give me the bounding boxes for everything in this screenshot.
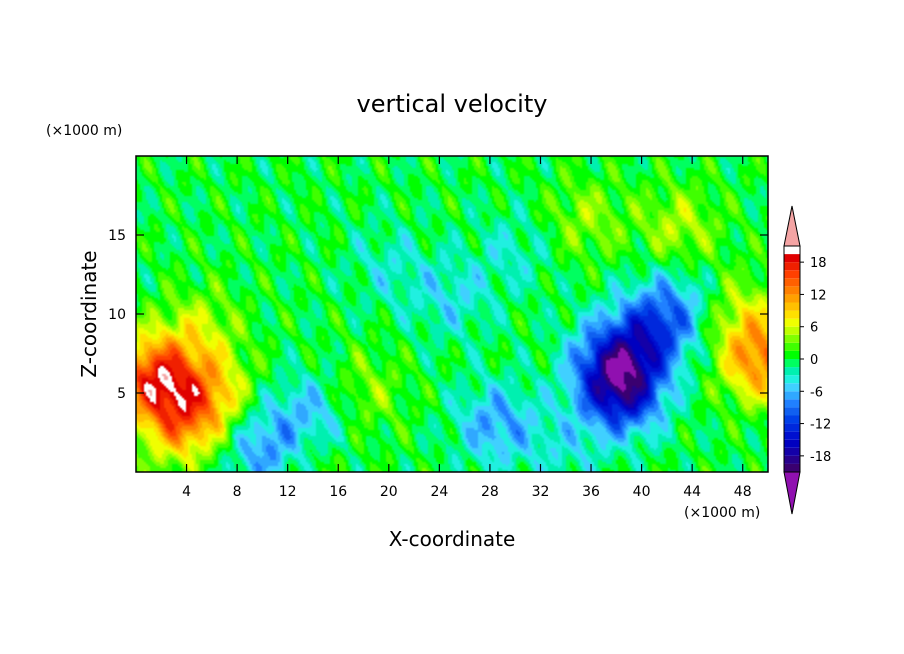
colorbar-band — [784, 463, 800, 472]
y-tick-label: 5 — [117, 386, 126, 402]
colorbar-band — [784, 278, 800, 287]
colorbar-band — [784, 391, 800, 400]
colorbar-tick-label: 6 — [810, 321, 818, 336]
colorbar-band — [784, 375, 800, 384]
colorbar-band — [784, 367, 800, 376]
contour-field-image — [136, 156, 768, 472]
colorbar-band — [784, 455, 800, 464]
colorbar-band — [784, 246, 800, 255]
colorbar-band — [784, 294, 800, 303]
y-tick-label: 10 — [108, 307, 126, 323]
colorbar-band — [784, 302, 800, 311]
x-tick-label: 48 — [734, 484, 752, 500]
colorbar-band — [784, 383, 800, 392]
colorbar-band — [784, 342, 800, 351]
x-tick-label: 12 — [279, 484, 297, 500]
colorbar-tick-label: -12 — [810, 418, 831, 433]
x-unit-label: (×1000 m) — [684, 505, 760, 521]
x-tick-label: 20 — [380, 484, 398, 500]
y-axis: 5 10 15 — [108, 228, 768, 402]
colorbar-tick-label: 12 — [810, 288, 827, 303]
x-axis: 4 8 12 16 20 24 28 32 36 40 44 48 — [182, 156, 752, 500]
colorbar-band — [784, 423, 800, 432]
colorbar-tick-label: 18 — [810, 256, 827, 271]
colorbar-band — [784, 407, 800, 416]
colorbar-band — [784, 447, 800, 456]
colorbar: 18 12 6 0 -6 -12 -18 — [783, 205, 831, 515]
y-tick-label: 15 — [108, 228, 126, 244]
x-tick-label: 8 — [233, 484, 242, 500]
x-axis-label: X-coordinate — [389, 527, 516, 551]
colorbar-band — [784, 350, 800, 359]
colorbar-band — [784, 318, 800, 327]
x-tick-label: 16 — [329, 484, 347, 500]
colorbar-band — [784, 359, 800, 368]
colorbar-tick-label: -6 — [810, 385, 823, 400]
colorbar-band — [784, 431, 800, 440]
x-tick-label: 40 — [633, 484, 651, 500]
colorbar-band — [784, 326, 800, 335]
chart-title: vertical velocity — [357, 90, 548, 118]
y-axis-label: Z-coordinate — [77, 250, 101, 377]
colorbar-band — [784, 310, 800, 319]
x-tick-label: 44 — [683, 484, 701, 500]
colorbar-band — [784, 254, 800, 263]
colorbar-band — [784, 270, 800, 279]
colorbar-tick-label: 0 — [810, 353, 818, 368]
x-tick-label: 28 — [481, 484, 499, 500]
x-tick-label: 36 — [582, 484, 600, 500]
x-tick-label: 32 — [532, 484, 550, 500]
colorbar-tick-label: -18 — [810, 450, 831, 465]
colorbar-band — [784, 439, 800, 448]
colorbar-band — [784, 399, 800, 408]
y-unit-label: (×1000 m) — [46, 123, 122, 139]
colorbar-band — [784, 262, 800, 271]
colorbar-band — [784, 415, 800, 424]
x-tick-label: 24 — [430, 484, 448, 500]
colorbar-band — [784, 286, 800, 295]
x-tick-label: 4 — [182, 484, 191, 500]
colorbar-band — [784, 334, 800, 343]
contour-field — [136, 156, 768, 472]
